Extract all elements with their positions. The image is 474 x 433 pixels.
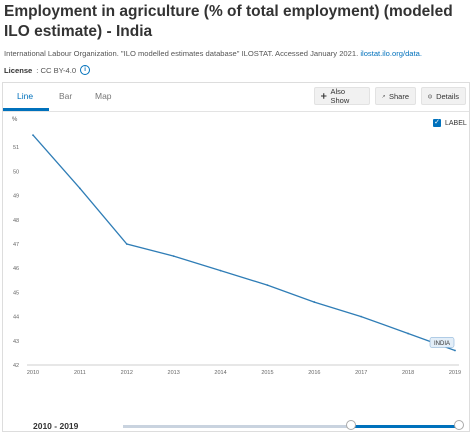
tab-bar: Line Bar Map Also Show Share Details [3, 83, 469, 112]
license-label: License [4, 65, 33, 75]
x-tick-label: 2010 [27, 370, 39, 376]
x-tick-label: 2019 [449, 370, 461, 376]
also-show-label: Also Show [330, 87, 350, 105]
info-icon[interactable]: i [80, 65, 91, 75]
plus-icon [321, 93, 327, 99]
y-tick-label: 45 [13, 290, 19, 296]
data-point [313, 301, 316, 303]
tab-bar-chart[interactable]: Bar [59, 91, 73, 101]
share-label: Share [388, 91, 409, 101]
x-tick-label: 2011 [74, 370, 86, 376]
source-link[interactable]: ilostat.ilo.org/data. [360, 49, 422, 58]
also-show-button[interactable]: Also Show [314, 87, 370, 105]
tab-map[interactable]: Map [95, 91, 112, 101]
source-text: International Labour Organization. "ILO … [4, 49, 359, 58]
y-tick-label: 46 [13, 266, 19, 272]
tab-line[interactable]: Line [17, 91, 34, 101]
data-point [125, 243, 128, 245]
line-chart: 42 43 44 45 46 47 48 49 50 51 2010 2011 2012 2013 2014… [13, 134, 461, 376]
data-point [454, 349, 456, 352]
series-label-box [429, 337, 455, 348]
license-value: : CC BY-4.0 [36, 65, 77, 75]
series-line [32, 134, 456, 352]
x-tick-label: 2015 [261, 370, 273, 376]
label-toggle-text: LABEL [445, 119, 467, 127]
y-tick-label: 49 [13, 194, 19, 200]
x-tick-label: 2017 [355, 370, 367, 376]
y-tick-label: 42 [13, 363, 19, 369]
checkbox-checked-icon[interactable]: ✓ [433, 119, 441, 127]
data-point [32, 134, 34, 136]
label-toggle[interactable]: ✓ LABEL [433, 119, 467, 127]
license-row: License : CC BY-4.0 i [4, 65, 91, 75]
x-tick-label: 2018 [402, 370, 414, 376]
y-tick-label: 44 [13, 315, 19, 321]
year-slider-end-handle[interactable] [454, 420, 464, 430]
page-title: Employment in agriculture (% of total em… [4, 3, 453, 40]
data-point [219, 269, 222, 272]
y-tick-label: 51 [13, 145, 19, 151]
y-tick-label: 48 [13, 218, 19, 224]
year-slider-start-handle[interactable] [346, 420, 356, 430]
share-button[interactable]: Share [375, 87, 416, 105]
details-label: Details [436, 91, 459, 101]
data-point [78, 187, 81, 190]
chart-panel: Line Bar Map Also Show Share Details ✓ L… [2, 82, 470, 432]
active-tab-indicator [3, 108, 49, 111]
year-range-label: 2010 - 2019 [33, 421, 79, 431]
x-tick-label: 2014 [214, 370, 226, 376]
x-tick-label: 2016 [308, 370, 320, 376]
data-point [360, 315, 363, 318]
share-icon [382, 94, 385, 98]
y-tick-label: 50 [13, 169, 19, 175]
source-note: International Labour Organization. "ILO … [4, 49, 472, 58]
x-tick-label: 2013 [168, 370, 180, 376]
info-circle-icon [428, 94, 432, 98]
data-point [266, 284, 269, 287]
y-tick-label: 43 [13, 339, 19, 345]
data-point [172, 255, 175, 257]
y-tick-label: 47 [13, 242, 19, 248]
year-slider-track[interactable] [123, 425, 463, 428]
series-label: INDIA [434, 341, 450, 347]
data-point [407, 332, 410, 335]
year-slider-fill [351, 425, 459, 428]
details-button[interactable]: Details [421, 87, 466, 105]
y-axis-unit: % [12, 117, 18, 123]
x-tick-label: 2012 [121, 370, 133, 376]
